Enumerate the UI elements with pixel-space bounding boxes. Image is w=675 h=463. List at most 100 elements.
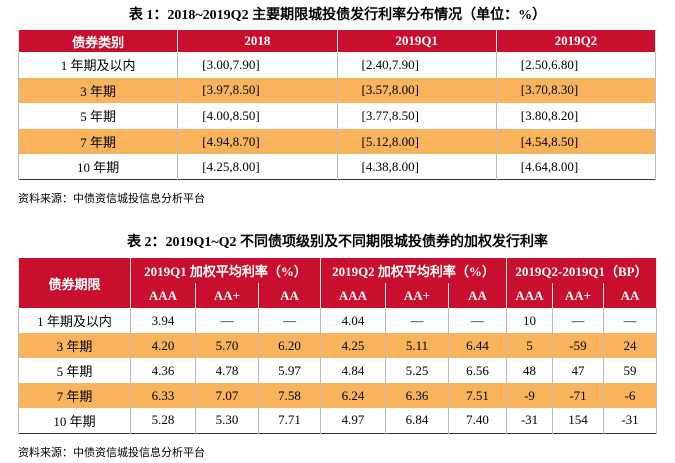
cell: 3.94 xyxy=(130,308,196,333)
header-cell: AA xyxy=(258,283,321,308)
cell: 6.44 xyxy=(448,333,507,358)
header-cell: 债券期限 xyxy=(18,258,131,308)
header-row: 债券类别 2018 2019Q1 2019Q2 xyxy=(17,30,657,52)
cell: [4.94,8.70] xyxy=(177,128,338,155)
cell: — xyxy=(448,308,507,333)
cell: 3 年期 xyxy=(18,333,131,358)
header-cell: AAA xyxy=(506,283,553,308)
cell: 7.58 xyxy=(258,383,321,408)
row: 10 年期 5.28 5.30 7.71 4.97 6.84 7.40 -31 154 -31 xyxy=(18,408,657,433)
cell: 4.04 xyxy=(320,308,386,333)
cell: 7.07 xyxy=(195,383,259,408)
cell: 3 年期 xyxy=(17,77,179,104)
row: 5 年期 [4.00,8.50] [3.77,8.50] [3.80,8.20] xyxy=(17,103,657,129)
row: 3 年期 4.20 5.70 6.20 4.25 5.11 6.44 5 -59 24 xyxy=(18,333,657,358)
header-cell: AA+ xyxy=(552,283,604,308)
cell: 5.11 xyxy=(385,333,449,358)
header-row: AAA AA+ AA AAA AA+ AA AAA AA+ AA xyxy=(19,283,657,308)
cell: 6.20 xyxy=(258,333,321,358)
cell: [4.25,8.00] xyxy=(177,154,338,180)
cell: 4.25 xyxy=(320,333,386,358)
cell: [3.57,8.00] xyxy=(336,77,497,104)
cell: -59 xyxy=(552,333,604,358)
row: 10 年期 [4.25,8.00] [4.38,8.00] [4.64,8.00] xyxy=(17,154,657,180)
cell: 24 xyxy=(603,333,657,358)
cell: [4.00,8.50] xyxy=(177,103,338,129)
cell: [3.80,8.20] xyxy=(495,103,657,129)
row: 1 年期及以内 [3.00,7.90] [2.40,7.90] [2.50,6.80] xyxy=(17,52,657,78)
cell: 6.33 xyxy=(130,383,196,408)
cell: [4.38,8.00] xyxy=(336,154,497,180)
header-cell: 2019Q1 xyxy=(336,30,497,52)
cell: [3.70,8.30] xyxy=(495,77,657,104)
cell: 5.25 xyxy=(385,358,449,383)
header-cell: AAA xyxy=(320,283,386,308)
cell: 4.36 xyxy=(130,358,196,383)
cell: -71 xyxy=(552,383,604,408)
cell: 59 xyxy=(603,358,657,383)
header-cell: 2019Q2-2019Q1（BP） xyxy=(506,258,657,283)
cell: 154 xyxy=(552,408,604,433)
cell: 10 年期 xyxy=(18,408,131,433)
cell: 10 年期 xyxy=(17,154,179,180)
cell: 1 年期及以内 xyxy=(17,52,179,78)
header-cell: AA+ xyxy=(385,283,449,308)
cell: 7.71 xyxy=(258,408,321,433)
row: 5 年期 4.36 4.78 5.97 4.84 5.25 6.56 48 47 59 xyxy=(18,358,657,383)
cell: 7.40 xyxy=(448,408,507,433)
row: 1 年期及以内 3.94— —4.04— —10— — xyxy=(18,308,657,333)
table: 债券类别 2018 2019Q1 2019Q2 1 年期及以内 [3.00,7.90] [2… xyxy=(17,30,657,181)
cell: 5 年期 xyxy=(18,358,131,383)
cell: 5.70 xyxy=(195,333,259,358)
header-cell: AA xyxy=(603,283,657,308)
row: 3 年期 [3.97,8.50] [3.57,8.00] [3.70,8.30] xyxy=(17,77,657,104)
cell: 5 年期 xyxy=(17,103,179,129)
cell: 4.97 xyxy=(320,408,386,433)
cell: — xyxy=(552,308,604,333)
header-cell: 2019Q2 加权平均利率（%） xyxy=(320,258,507,283)
cell: [2.50,6.80] xyxy=(495,52,657,78)
cell: — xyxy=(258,308,321,333)
cell: [5.12,8.00] xyxy=(336,128,497,155)
cell: 5.97 xyxy=(258,358,321,383)
cell: 1 年期及以内 xyxy=(18,308,131,333)
source: 资料来源：中债资信城投信息分析平台 xyxy=(18,192,205,205)
cell: 48 xyxy=(506,358,553,383)
cell: 6.36 xyxy=(385,383,449,408)
cell: 6.56 xyxy=(448,358,507,383)
cell: 6.84 xyxy=(385,408,449,433)
header-cell: 2019Q1 加权平均利率（%） xyxy=(130,258,321,283)
cell: [3.00,7.90] xyxy=(177,52,338,78)
cell: -9 xyxy=(506,383,553,408)
cell: 5 xyxy=(506,333,553,358)
cell: 5.30 xyxy=(195,408,259,433)
cell: [2.40,7.90] xyxy=(336,52,497,78)
header-cell: 债券类别 xyxy=(17,30,179,52)
cell: [3.77,8.50] xyxy=(336,103,497,129)
cell: 4.84 xyxy=(320,358,386,383)
header-cell: 2019Q2 xyxy=(495,30,657,52)
header-cell: AA+ xyxy=(195,283,259,308)
cell: [4.64,8.00] xyxy=(495,154,657,180)
cell: 7 年期 xyxy=(17,128,179,155)
cell: 47 xyxy=(552,358,604,383)
header-cell: 2018 xyxy=(177,30,338,52)
cell: [4.54,8.50] xyxy=(495,128,657,155)
cell: 4.78 xyxy=(195,358,259,383)
header-cell: AA xyxy=(448,283,507,308)
cell: -31 xyxy=(603,408,657,433)
cell: 6.24 xyxy=(320,383,386,408)
table-title: 表 1：2018~2019Q2 主要期限城投债发行利率分布情况（单位：%） xyxy=(128,8,547,23)
table: 债券期限 2019Q1 加权平均利率（%） 2019Q2 加权平均利率（%） 2019… xyxy=(18,258,657,434)
header-row: 债券期限 2019Q1 加权平均利率（%） 2019Q2 加权平均利率（%） 2019… xyxy=(18,258,657,308)
header-cell: AAA xyxy=(130,283,196,308)
table-title: 表 2：2019Q1~Q2 不同债项级别及不同期限城投债券的加权发行利率 xyxy=(126,235,549,250)
cell: — xyxy=(385,308,449,333)
cell: 7.51 xyxy=(448,383,507,408)
cell: [3.97,8.50] xyxy=(177,77,338,104)
cell: 5.28 xyxy=(130,408,196,433)
row: 7 年期 6.33 7.07 7.58 6.24 6.36 7.51 -9 -71 -6 xyxy=(18,383,657,408)
cell: -31 xyxy=(506,408,553,433)
cell: — xyxy=(195,308,259,333)
